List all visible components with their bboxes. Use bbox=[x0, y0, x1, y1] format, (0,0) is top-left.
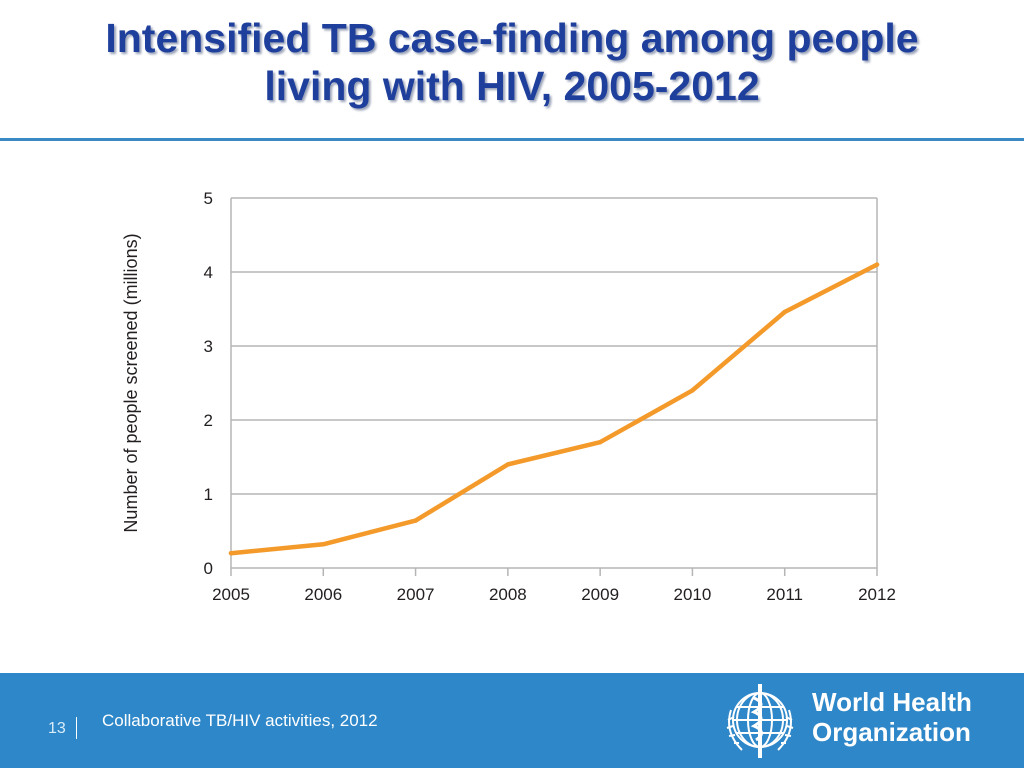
title-divider bbox=[0, 138, 1024, 141]
x-tick-label: 2011 bbox=[766, 585, 803, 604]
x-tick-label: 2012 bbox=[858, 585, 896, 604]
x-tick-label: 2006 bbox=[304, 585, 342, 604]
slide-title-line-2: living with HIV, 2005-2012 bbox=[264, 63, 760, 109]
org-name-line-2: Organization bbox=[812, 717, 971, 747]
y-tick-label: 4 bbox=[204, 263, 213, 282]
data-point bbox=[321, 542, 326, 547]
data-point bbox=[690, 388, 695, 393]
y-tick-label: 5 bbox=[204, 189, 213, 208]
data-point bbox=[874, 262, 880, 267]
data-point bbox=[782, 309, 787, 315]
x-tick-label: 2009 bbox=[581, 585, 619, 604]
x-tick-label: 2005 bbox=[212, 585, 250, 604]
line-chart: 0 1 2 3 4 5 2005 2006 2007 2008 2009 2010 2011 2012 Nu… bbox=[121, 189, 896, 604]
y-axis-label: Number of people screened (millions) bbox=[121, 233, 141, 532]
data-point bbox=[228, 551, 234, 556]
who-wordmark: World Health Organization bbox=[812, 687, 972, 747]
y-tick-label: 2 bbox=[204, 411, 213, 430]
data-point bbox=[505, 462, 511, 467]
slide-title-line-1: Intensified TB case-finding among people bbox=[105, 15, 919, 61]
footer-divider bbox=[76, 717, 77, 739]
slide-title: Intensified TB case-finding among people… bbox=[0, 14, 1024, 110]
data-point bbox=[413, 518, 418, 523]
footer-bar: 13 Collaborative TB/HIV activities, 2012… bbox=[0, 673, 1024, 768]
y-tick-label: 0 bbox=[204, 559, 213, 578]
page-number: 13 bbox=[48, 720, 66, 737]
footer-caption: Collaborative TB/HIV activities, 2012 bbox=[102, 711, 378, 730]
x-tick-label: 2010 bbox=[674, 585, 712, 604]
series-line bbox=[228, 262, 880, 556]
y-tick-label: 1 bbox=[204, 485, 213, 504]
org-name-line-1: World Health bbox=[812, 687, 972, 717]
y-tick-label: 3 bbox=[204, 337, 213, 356]
x-tick-label: 2007 bbox=[397, 585, 435, 604]
who-emblem-icon bbox=[726, 684, 794, 758]
data-point bbox=[597, 440, 603, 445]
x-tick-label: 2008 bbox=[489, 585, 527, 604]
